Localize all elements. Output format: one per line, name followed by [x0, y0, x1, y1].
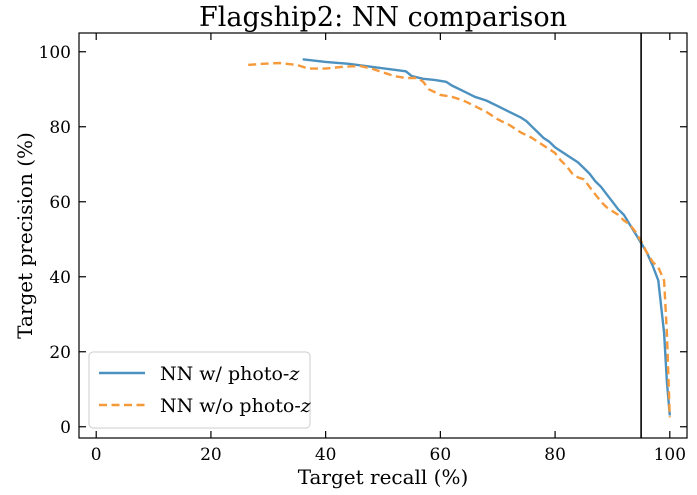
legend-label-without-photo-z-text: NN w/o photo- [160, 395, 301, 417]
legend-box [88, 351, 311, 429]
x-tick-label: 40 [315, 445, 337, 465]
axis-ticks: 0 20 40 60 80 100 0 20 40 60 80 100 [39, 33, 687, 465]
x-tick-label: 100 [654, 445, 686, 465]
series-line-without-photo-z [248, 61, 671, 418]
legend-label-with-photo-z-text: NN w/ photo- [160, 363, 289, 385]
y-tick-label: 100 [39, 43, 71, 63]
y-axis-label: Target precision (%) [13, 132, 37, 339]
series-line-with-photo-z [302, 58, 671, 416]
x-tick-label: 80 [544, 445, 566, 465]
x-axis-label: Target recall (%) [298, 465, 469, 489]
y-tick-label: 60 [49, 193, 71, 213]
x-tick-label: 0 [91, 445, 102, 465]
legend-label-without-photo-z-italic: z [300, 395, 312, 417]
y-tick-label: 80 [49, 118, 71, 138]
x-tick-label: 20 [200, 445, 222, 465]
plot-area [248, 33, 671, 438]
y-tick-label: 0 [60, 418, 71, 438]
legend: NN w/ photo-z NN w/o photo-z [88, 351, 312, 429]
plot-frame [78, 32, 688, 439]
legend-label-with-photo-z: NN w/ photo-z [160, 363, 300, 385]
y-tick-label: 20 [49, 343, 71, 363]
legend-label-with-photo-z-italic: z [288, 363, 300, 385]
x-tick-label: 60 [430, 445, 452, 465]
chart-title: Flagship2: NN comparison [199, 2, 567, 33]
legend-label-without-photo-z: NN w/o photo-z [160, 395, 312, 417]
y-tick-label: 40 [49, 268, 71, 288]
